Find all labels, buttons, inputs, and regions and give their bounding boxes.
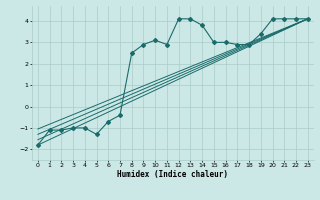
X-axis label: Humidex (Indice chaleur): Humidex (Indice chaleur) [117, 170, 228, 179]
